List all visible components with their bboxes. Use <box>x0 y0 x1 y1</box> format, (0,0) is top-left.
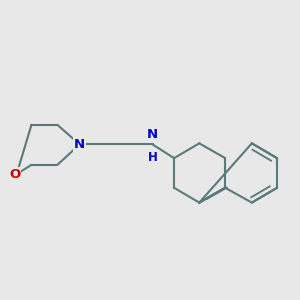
Text: N: N <box>74 138 85 151</box>
Text: O: O <box>9 168 20 181</box>
Text: N: N <box>147 128 158 141</box>
Text: H: H <box>148 151 158 164</box>
